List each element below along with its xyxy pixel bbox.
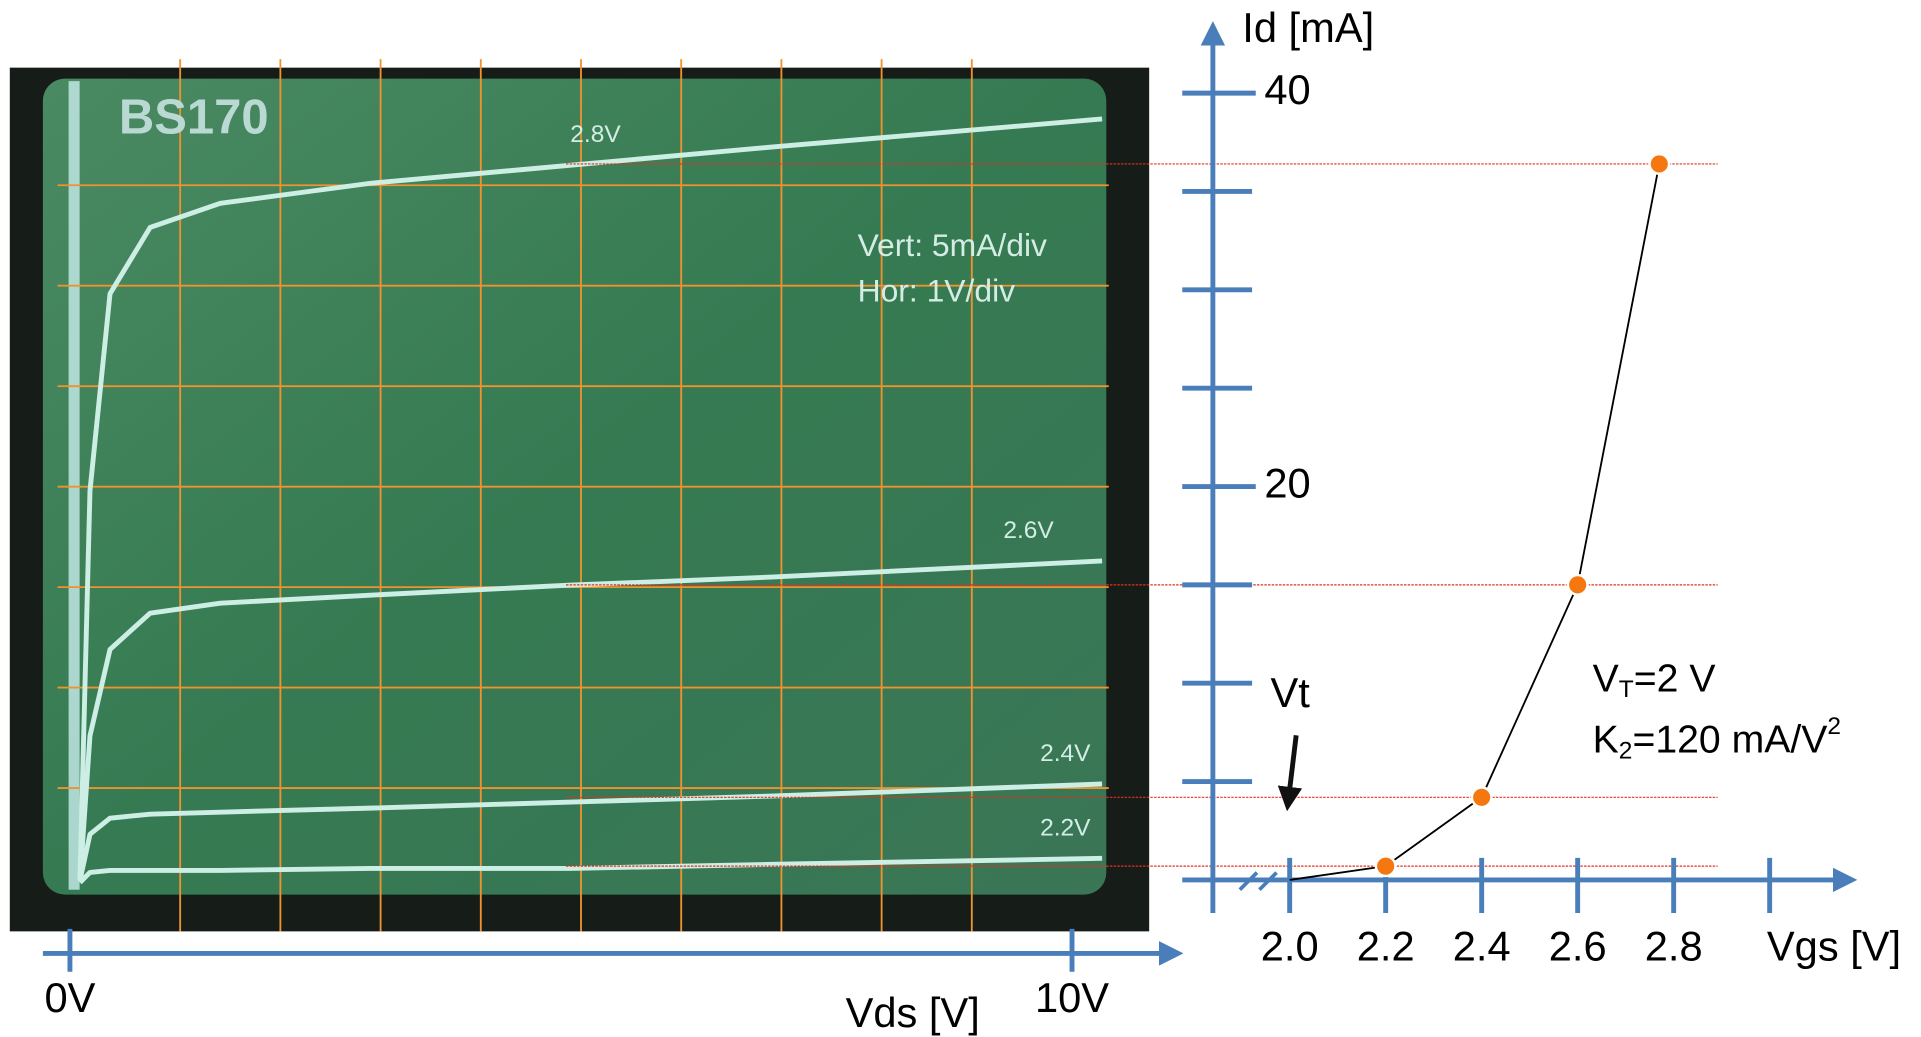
scope-trace-edge xyxy=(69,81,80,890)
page: {"chart_data": [ {"type": "line", "title… xyxy=(0,0,1921,1037)
curve-label: 2.2V xyxy=(1040,814,1091,841)
parameter-part: T xyxy=(1619,677,1634,704)
x-tick-label: 2.4 xyxy=(1453,923,1511,970)
parameter-part: =120 mA/V xyxy=(1632,719,1827,762)
x-tick-label: 2.8 xyxy=(1645,923,1703,970)
parameter-part: 2 xyxy=(1619,738,1633,765)
vt-label: Vt xyxy=(1270,669,1310,716)
parameter-part: =2 V xyxy=(1634,658,1716,701)
x-tick-label: 2.2 xyxy=(1357,923,1415,970)
x-axis-label: Vgs [V] xyxy=(1767,923,1901,970)
parameter-part: V xyxy=(1593,658,1619,701)
x-tick-label: 2.6 xyxy=(1549,923,1607,970)
curve-label: 2.6V xyxy=(1003,517,1054,544)
y-tick-label: 40 xyxy=(1264,66,1310,113)
parameter: K2=120 mA/V2 xyxy=(1593,713,1841,765)
curve xyxy=(1290,164,1660,880)
scope-title: BS170 xyxy=(119,90,269,144)
data-point xyxy=(1649,154,1669,174)
curve-label: 2.8V xyxy=(570,121,621,148)
x-tick-label: 2.0 xyxy=(1261,923,1319,970)
x-tick-label: 10V xyxy=(1035,974,1109,1021)
data-point xyxy=(1472,787,1492,807)
x-tick-label: 0V xyxy=(44,974,95,1021)
y-tick-label: 20 xyxy=(1264,460,1310,507)
parameter-part: K xyxy=(1593,719,1619,762)
data-point xyxy=(1568,575,1588,595)
parameter-part: 2 xyxy=(1827,713,1841,740)
vt-arrow xyxy=(1288,735,1297,806)
y-axis-label: Id [mA] xyxy=(1242,4,1374,51)
chart: 2.8V2.6V2.4V2.2VBS170Vert: 5mA/divHor: 1… xyxy=(0,0,1921,1037)
scope-annotation: Vert: 5mA/div xyxy=(858,227,1047,263)
curve-label: 2.4V xyxy=(1040,740,1091,767)
parameter: VT=2 V xyxy=(1593,658,1716,704)
data-point xyxy=(1376,856,1396,876)
x-axis-label: Vds [V] xyxy=(846,989,980,1036)
scope-annotation: Hor: 1V/div xyxy=(858,272,1016,308)
